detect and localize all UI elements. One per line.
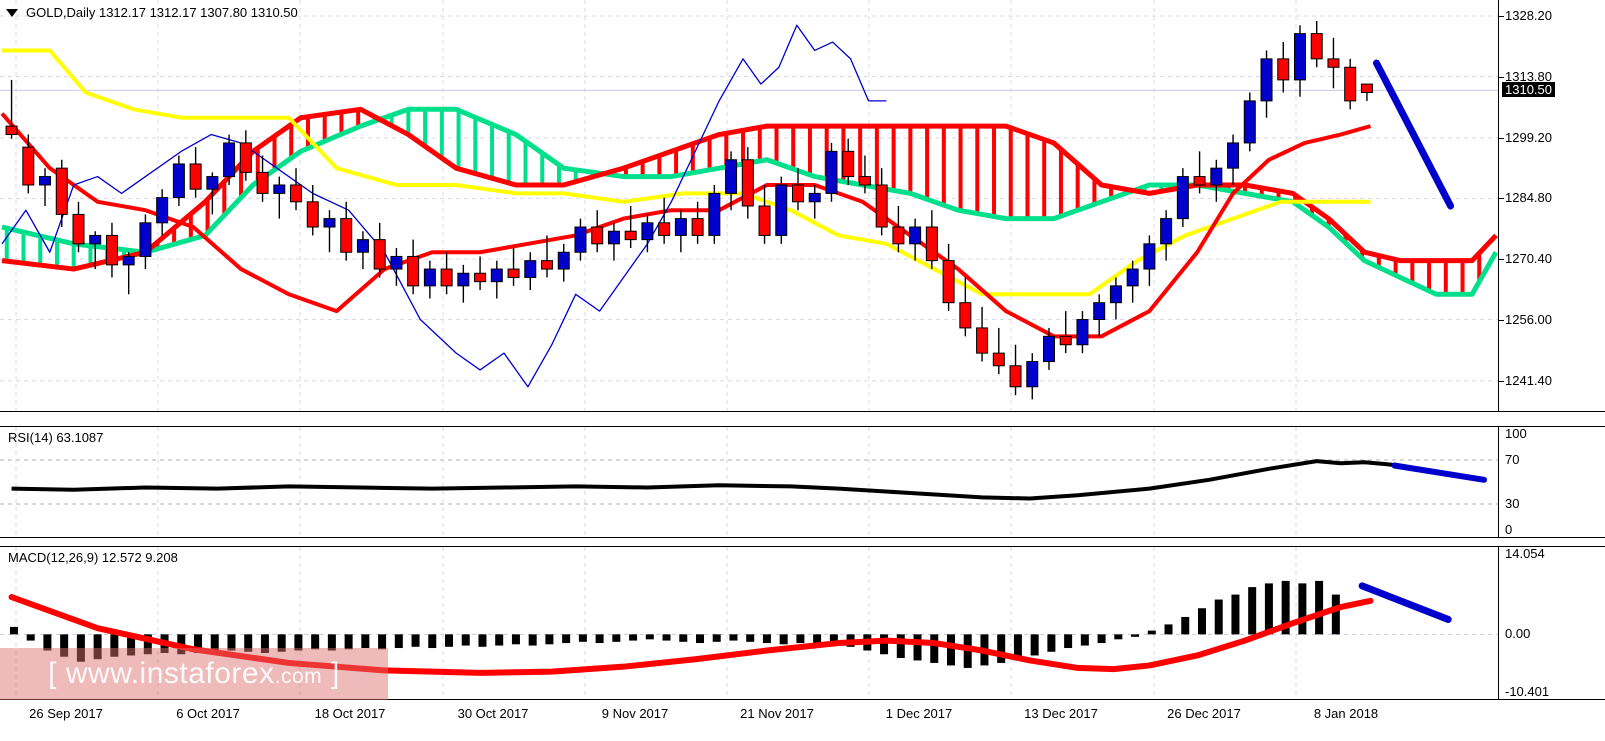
triangle-down-icon[interactable] [6, 9, 18, 17]
macd-header-label: MACD(12,26,9) 12.572 9.208 [8, 550, 178, 565]
macd-axis-label: -10.401 [1505, 684, 1550, 699]
macd-axis-label: 14.054 [1505, 546, 1545, 561]
date-axis-label: 21 Nov 2017 [740, 706, 814, 721]
rsi-axis-label: 30 [1505, 496, 1520, 511]
price-axis-label: 1328.20 [1505, 7, 1552, 23]
date-axis-label: 13 Dec 2017 [1024, 706, 1098, 721]
date-axis-label: 9 Nov 2017 [601, 706, 669, 721]
date-axis-label: 18 Oct 2017 [314, 706, 386, 721]
rsi-axis-label: 0 [1505, 522, 1513, 537]
watermark-bracket-close: ] [330, 657, 340, 690]
price-axis-label: 1313.80 [1505, 68, 1552, 84]
date-axis-label: 1 Dec 2017 [885, 706, 953, 721]
rsi-axis-label: 100 [1505, 426, 1527, 441]
rsi-axis[interactable]: 100 70 30 0 [1498, 427, 1605, 537]
current-price-label: 1310.50 [1502, 82, 1555, 98]
price-axis-label: 1241.40 [1505, 372, 1552, 388]
axis-tick [1499, 137, 1504, 139]
date-axis-label: 6 Oct 2017 [176, 706, 240, 721]
axis-tick [1499, 258, 1504, 260]
date-axis-label: 8 Jan 2018 [1313, 706, 1379, 721]
price-axis-label: 1270.40 [1505, 250, 1552, 266]
macd-canvas[interactable] [0, 547, 1498, 699]
price-chart-panel[interactable]: 1328.20 1313.80 1299.20 1284.80 1270.40 1256.… [0, 0, 1605, 412]
macd-axis-label: 0.00 [1505, 626, 1531, 642]
rsi-header-label: RSI(14) 63.1087 [8, 430, 104, 445]
watermark-text: [ www.instaforex.com ] [48, 657, 340, 691]
rsi-canvas[interactable] [0, 427, 1498, 537]
macd-panel[interactable]: 14.054 0.00 -10.401 MACD(12,26,9) 12.572 9… [0, 546, 1605, 700]
date-axis-label: 30 Oct 2017 [457, 706, 529, 721]
price-axis-label: 1256.00 [1505, 311, 1552, 327]
axis-tick [1499, 319, 1504, 321]
macd-axis[interactable]: 14.054 0.00 -10.401 [1498, 547, 1605, 699]
date-axis-label: 26 Sep 2017 [29, 706, 103, 721]
axis-tick [1499, 76, 1504, 78]
price-axis[interactable]: 1328.20 1313.80 1299.20 1284.80 1270.40 1256.… [1498, 0, 1605, 411]
date-axis[interactable]: 26 Sep 2017 6 Oct 2017 18 Oct 2017 30 Oct 2… [0, 700, 1605, 741]
instaforex-watermark: [ www.instaforex.com ] [0, 648, 388, 700]
axis-tick [1499, 15, 1504, 17]
rsi-axis-label: 70 [1505, 452, 1520, 467]
rsi-panel[interactable]: 100 70 30 0 RSI(14) 63.1087 [0, 426, 1605, 538]
watermark-url: www.instaforex [65, 657, 275, 690]
axis-tick [1499, 380, 1504, 382]
watermark-bracket-open: [ [48, 657, 58, 690]
price-axis-label: 1284.80 [1505, 190, 1552, 206]
price-axis-label: 1299.20 [1505, 129, 1552, 145]
symbol-period-quote-label: GOLD,Daily 1312.17 1312.17 1307.80 1310.… [26, 5, 298, 20]
date-axis-label: 26 Dec 2017 [1167, 706, 1241, 721]
price-chart-canvas[interactable] [0, 0, 1498, 411]
axis-tick [1499, 198, 1504, 200]
watermark-tld: .com [274, 665, 323, 688]
